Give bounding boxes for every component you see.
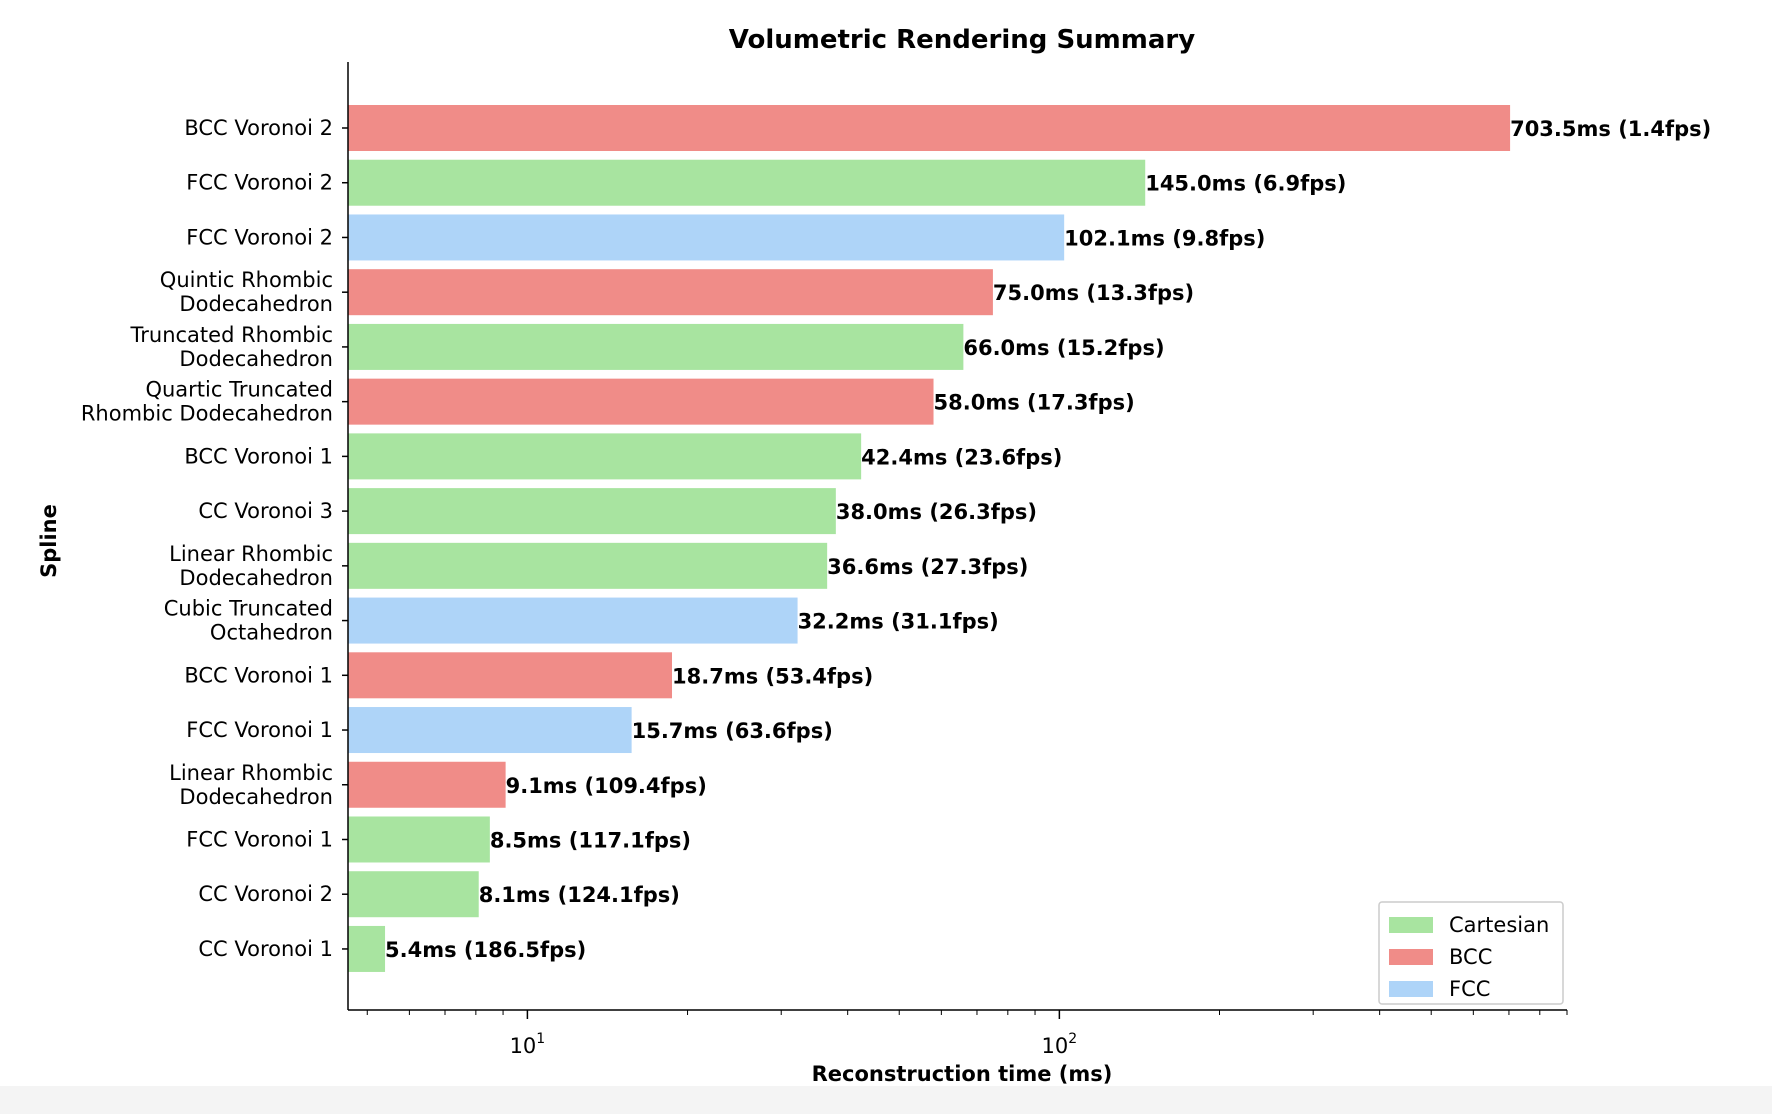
legend-swatch — [1389, 949, 1433, 965]
y-axis-label: Spline — [37, 504, 61, 578]
bar — [348, 925, 386, 972]
legend-swatch — [1389, 981, 1433, 997]
bar — [348, 378, 934, 425]
legend-label: Cartesian — [1449, 913, 1549, 937]
bar — [348, 761, 506, 808]
bar-value-label: 145.0ms (6.9fps) — [1145, 172, 1346, 196]
bar-value-label: 102.1ms (9.8fps) — [1064, 226, 1265, 250]
y-tick-label: Dodecahedron — [179, 785, 333, 809]
legend: Cartesian BCC FCC — [1378, 901, 1564, 1005]
bar-value-label: 5.4ms (186.5fps) — [385, 938, 586, 962]
bar-value-label: 703.5ms (1.4fps) — [1510, 117, 1711, 141]
y-tick-label: FCC Voronoi 1 — [186, 827, 333, 851]
bar-value-label: 15.7ms (63.6fps) — [632, 719, 833, 743]
bar-value-label: 32.2ms (31.1fps) — [798, 610, 999, 634]
y-tick-label: FCC Voronoi 2 — [186, 171, 333, 195]
y-tick-label: CC Voronoi 1 — [198, 937, 333, 961]
y-tick-label: Truncated Rhombic — [130, 323, 333, 347]
y-tick-label: FCC Voronoi 1 — [186, 718, 333, 742]
y-tick-label: Rhombic Dodecahedron — [81, 402, 333, 426]
bar — [348, 214, 1065, 261]
legend-swatch — [1389, 917, 1433, 933]
bar — [348, 652, 673, 699]
bar-value-label: 66.0ms (15.2fps) — [963, 336, 1164, 360]
chart-title: Volumetric Rendering Summary — [729, 25, 1195, 55]
bar-value-label: 42.4ms (23.6fps) — [861, 445, 1062, 469]
y-tick-label: Dodecahedron — [179, 292, 333, 316]
bar-value-label: 58.0ms (17.3fps) — [934, 391, 1135, 415]
y-tick-label: Octahedron — [210, 621, 333, 645]
y-tick-label: Quartic Truncated — [145, 378, 333, 402]
legend-label: BCC — [1449, 945, 1492, 969]
bar — [348, 433, 862, 480]
y-tick-label: Quintic Rhombic — [160, 268, 333, 292]
y-tick-label: Dodecahedron — [179, 566, 333, 590]
bar — [348, 488, 836, 535]
bar — [348, 707, 632, 754]
bar — [348, 542, 828, 589]
bar-value-label: 8.1ms (124.1fps) — [479, 883, 680, 907]
x-axis-label: Reconstruction time (ms) — [812, 1062, 1113, 1086]
y-tick-label: BCC Voronoi 2 — [184, 116, 333, 140]
y-tick-label: Dodecahedron — [179, 347, 333, 371]
bar-value-label: 38.0ms (26.3fps) — [836, 500, 1037, 524]
bar — [348, 105, 1511, 151]
y-tick-labels: BCC Voronoi 2 FCC Voronoi 2 FCC Voronoi 2 Q… — [81, 116, 333, 961]
x-tick-label: 102 — [1042, 1031, 1078, 1058]
bar — [348, 269, 993, 316]
x-tick-label: 101 — [510, 1031, 546, 1058]
y-tick-label: CC Voronoi 2 — [198, 882, 333, 906]
y-tick-label: BCC Voronoi 1 — [184, 663, 333, 687]
bars-layer: 703.5ms (1.4fps) 145.0ms (6.9fps) 102.1ms … — [348, 105, 1711, 972]
axes: 101 102 — [342, 62, 1568, 1058]
bar-value-label: 36.6ms (27.3fps) — [827, 555, 1028, 579]
bar-value-label: 9.1ms (109.4fps) — [506, 774, 707, 798]
y-tick-label: Linear Rhombic — [169, 761, 333, 785]
legend-label: FCC — [1449, 977, 1490, 1001]
bar — [348, 597, 798, 644]
y-tick-label: FCC Voronoi 2 — [186, 225, 333, 249]
bar-value-label: 8.5ms (117.1fps) — [490, 828, 691, 852]
bar — [348, 323, 964, 370]
y-tick-label: BCC Voronoi 1 — [184, 444, 333, 468]
footer-strip — [0, 1086, 1772, 1114]
bar — [348, 159, 1146, 206]
bar-value-label: 75.0ms (13.3fps) — [993, 281, 1194, 305]
y-tick-label: CC Voronoi 3 — [198, 499, 333, 523]
bar — [348, 816, 490, 863]
y-tick-label: Linear Rhombic — [169, 542, 333, 566]
bar-value-label: 18.7ms (53.4fps) — [672, 664, 873, 688]
bar — [348, 871, 479, 918]
y-tick-label: Cubic Truncated — [164, 597, 333, 621]
